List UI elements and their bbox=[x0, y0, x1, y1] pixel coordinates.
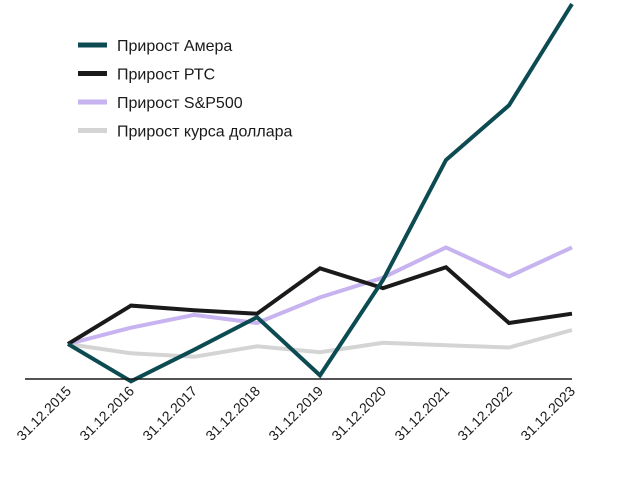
series-lines bbox=[66, 2, 574, 384]
legend: Прирост Амера Прирост РТС Прирост S&P500 Пр… bbox=[78, 38, 293, 141]
x-tick-label-0: 31.12.2015 bbox=[13, 383, 74, 444]
series-line-1 bbox=[66, 264, 573, 346]
legend-label-0: Прирост Амера bbox=[117, 38, 232, 55]
legend-label-2: Прирост S&P500 bbox=[117, 95, 243, 112]
x-tick-label-5: 31.12.2020 bbox=[328, 383, 389, 444]
x-tick-label-6: 31.12.2021 bbox=[391, 383, 452, 444]
x-tick-label-3: 31.12.2018 bbox=[202, 383, 263, 444]
x-axis-tick-labels: 31.12.2015 31.12.2016 31.12.2017 31.12.2018… bbox=[13, 383, 578, 444]
x-tick-label-1: 31.12.2016 bbox=[76, 383, 137, 444]
legend-label-1: Прирост РТС bbox=[117, 67, 215, 84]
x-tick-label-4: 31.12.2019 bbox=[265, 383, 326, 444]
series-line-0 bbox=[66, 2, 574, 384]
x-tick-label-2: 31.12.2017 bbox=[139, 383, 200, 444]
series-line-2 bbox=[67, 245, 573, 346]
x-tick-label-7: 31.12.2022 bbox=[454, 383, 515, 444]
legend-label-3: Прирост курса доллара bbox=[117, 124, 293, 141]
series-line-3 bbox=[67, 328, 573, 359]
x-tick-label-8: 31.12.2023 bbox=[517, 383, 578, 444]
